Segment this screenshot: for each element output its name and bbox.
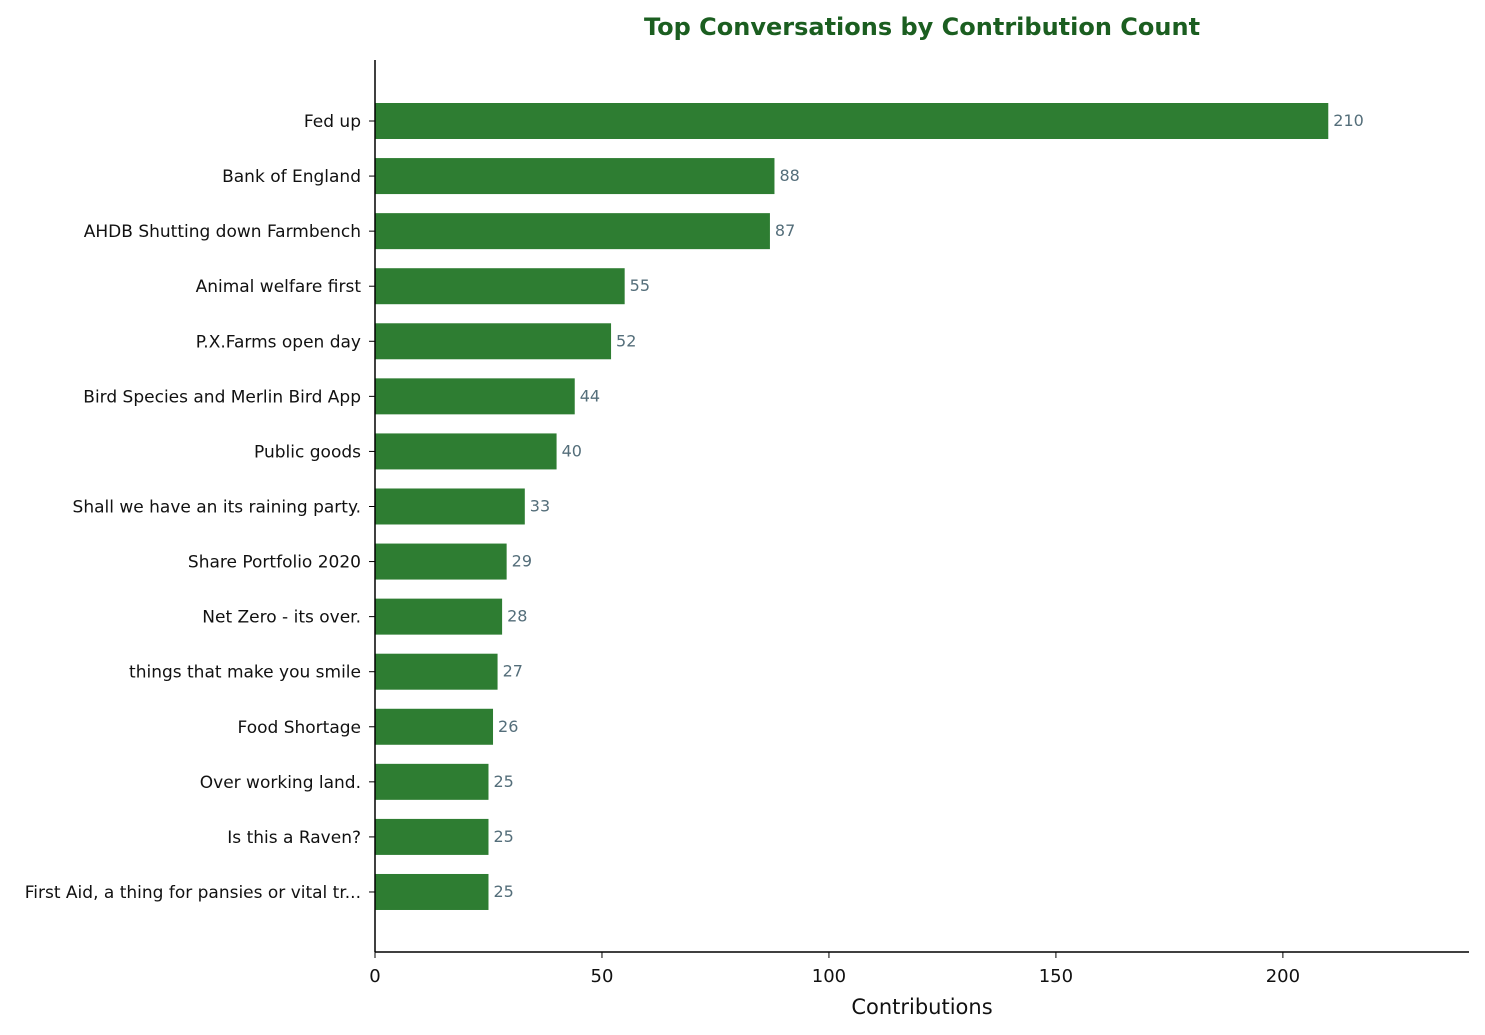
bar	[375, 708, 494, 745]
category-label: Share Portfolio 2020	[188, 553, 361, 573]
category-label: Is this a Raven?	[227, 828, 361, 848]
value-label: 87	[775, 221, 795, 240]
bars-group	[375, 103, 1329, 910]
x-tick-label: 50	[591, 966, 614, 987]
axes	[374, 60, 1469, 953]
bar	[375, 543, 507, 580]
value-label: 25	[493, 882, 513, 901]
category-label: P.X.Farms open day	[196, 332, 361, 352]
bar	[375, 323, 612, 360]
category-label: things that make you smile	[129, 663, 361, 683]
category-labels: Fed up Bank of England AHDB Shutting down …	[25, 112, 375, 903]
value-label: 210	[1333, 111, 1364, 130]
category-label: First Aid, a thing for pansies or vital …	[25, 883, 361, 903]
bar	[375, 378, 575, 415]
x-tick-label: 100	[812, 966, 846, 987]
category-label: Over working land.	[200, 773, 361, 793]
value-label: 44	[580, 386, 600, 405]
category-label: Animal welfare first	[196, 277, 362, 297]
bar	[375, 873, 489, 910]
value-label: 29	[512, 552, 532, 571]
value-label: 33	[530, 496, 550, 515]
bar	[375, 598, 503, 635]
bar	[375, 268, 625, 305]
category-label: Shall we have an its raining party.	[73, 497, 361, 517]
bar	[375, 158, 775, 195]
x-axis-label: Contributions	[851, 995, 992, 1019]
value-label: 88	[779, 166, 799, 185]
category-label: Net Zero - its over.	[202, 608, 361, 628]
category-label: AHDB Shutting down Farmbench	[84, 222, 361, 242]
bar	[375, 763, 489, 800]
bar	[375, 433, 557, 470]
category-label: Fed up	[304, 112, 361, 132]
x-tick-label: 0	[369, 966, 380, 987]
x-tick-label: 150	[1039, 966, 1073, 987]
category-label: Food Shortage	[238, 718, 361, 738]
category-label: Bank of England	[222, 167, 361, 187]
bar	[375, 818, 489, 855]
value-label: 28	[507, 607, 527, 626]
value-label: 26	[498, 717, 518, 736]
x-ticks: 0 50 100 150 200	[369, 952, 1300, 987]
category-label: Bird Species and Merlin Bird App	[83, 387, 361, 407]
x-tick-label: 200	[1266, 966, 1300, 987]
chart-title: Top Conversations by Contribution Count	[644, 13, 1200, 41]
bar	[375, 488, 525, 525]
value-label: 52	[616, 331, 636, 350]
value-label: 55	[630, 276, 650, 295]
bar	[375, 213, 770, 250]
value-label: 25	[493, 772, 513, 791]
value-label: 25	[493, 827, 513, 846]
category-label: Public goods	[254, 442, 361, 462]
bar	[375, 653, 498, 690]
value-label: 27	[503, 662, 523, 681]
value-labels: 210 88 87 55 52 44 40 33 29 28 27 26 25 25 25	[493, 111, 1363, 901]
value-label: 40	[562, 441, 582, 460]
bar	[375, 103, 1329, 139]
